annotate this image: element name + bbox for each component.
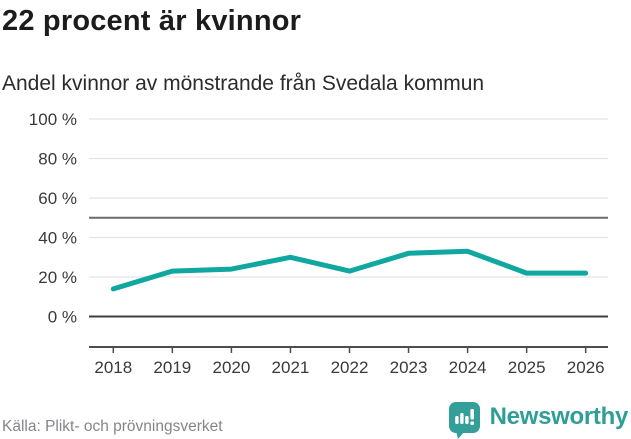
x-axis-tick-label: 2024 [449,358,487,377]
y-axis-tick-label: 20 % [38,268,77,287]
chart-subtitle: Andel kvinnor av mönstrande från Svedala… [2,72,485,95]
source-credit: Källa: Plikt- och prövningsverket [2,418,223,435]
y-axis-tick-label: 80 % [38,150,77,169]
chart-title: 22 procent är kvinnor [2,5,302,37]
x-axis-tick-label: 2023 [390,358,428,377]
x-axis-tick-label: 2026 [567,358,605,377]
data-line [110,248,589,292]
x-axis-tick-label: 2021 [272,358,310,377]
y-axis-tick-label: 60 % [38,189,77,208]
y-axis-tick-label: 40 % [38,229,77,248]
x-axis-tick-label: 2018 [94,358,132,377]
y-axis-tick-label: 0 % [48,308,77,327]
x-axis-tick-label: 2025 [508,358,546,377]
y-axis-tick-label: 100 % [29,110,77,129]
newsworthy-logo-icon [448,402,480,439]
x-axis-tick-label: 2019 [153,358,191,377]
x-axis-tick-label: 2020 [212,358,250,377]
brand-footer: Newsworthy [448,401,628,439]
brand-name: Newsworthy [489,403,629,430]
line-chart: 0 % 20 % 40 % 60 % 80 % 100 % 2018 2019 2020 2021… [29,110,608,377]
x-axis-tick-label: 2022 [331,358,369,377]
